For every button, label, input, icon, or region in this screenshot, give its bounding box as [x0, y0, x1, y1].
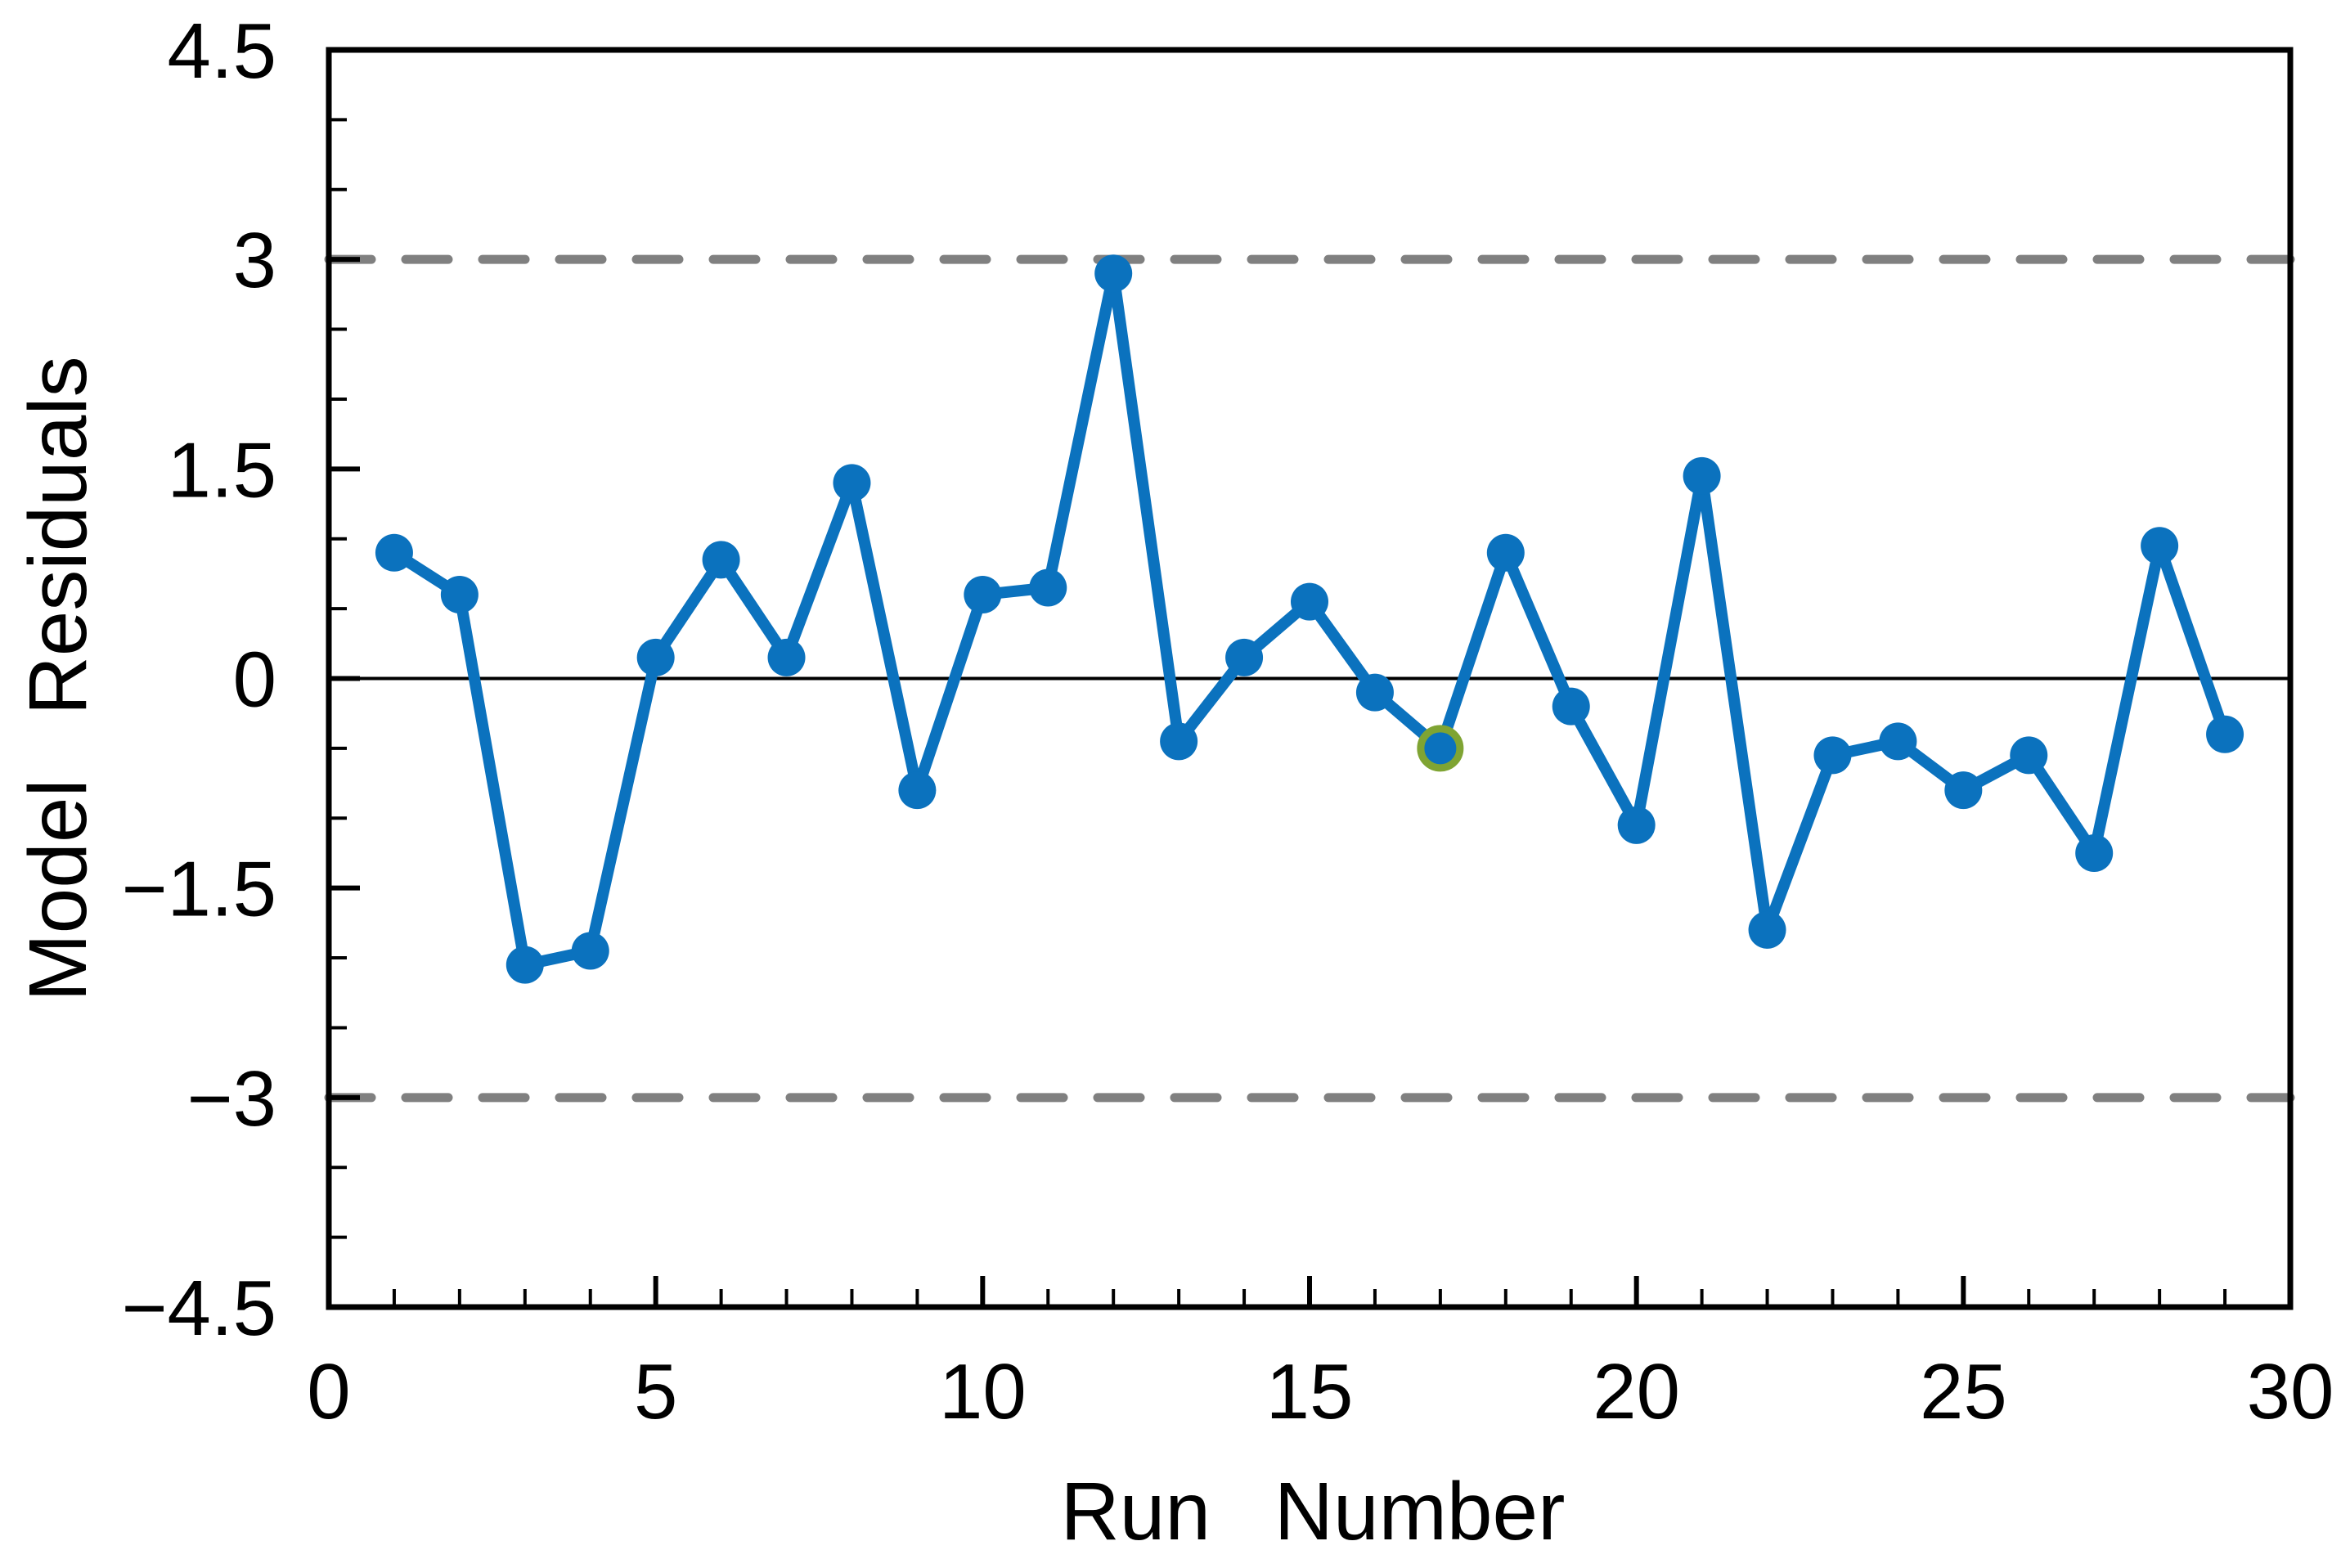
data-point — [1094, 254, 1133, 293]
y-tick-label: −4.5 — [121, 1265, 276, 1352]
data-point — [1813, 736, 1852, 775]
data-point — [1486, 533, 1525, 572]
data-point — [1879, 722, 1917, 761]
data-point — [1160, 722, 1198, 761]
data-point — [767, 638, 806, 676]
y-tick-label: 3 — [233, 217, 276, 304]
x-tick-label: 10 — [939, 1348, 1027, 1435]
data-point — [505, 946, 544, 984]
data-point — [1291, 582, 1328, 621]
x-tick-label: 25 — [1920, 1348, 2007, 1435]
data-point — [1355, 673, 1394, 712]
data-point — [636, 638, 675, 676]
data-point — [702, 541, 740, 579]
data-point — [2010, 736, 2048, 775]
data-point — [440, 576, 479, 614]
data-point — [1029, 568, 1067, 607]
data-point — [571, 932, 609, 970]
data-point — [1944, 771, 1983, 810]
data-point — [833, 464, 871, 502]
data-point — [2141, 527, 2179, 565]
data-point — [898, 771, 937, 810]
data-point — [2075, 833, 2114, 872]
control-limit-lines — [324, 254, 2295, 1103]
data-point — [1748, 910, 1786, 949]
y-axis-title: Model Residuals — [12, 356, 104, 1001]
data-point — [964, 576, 1002, 614]
y-tick-label: 1.5 — [168, 426, 276, 514]
axis-tick-labels: 0 5 10 15 20 25 30 −4.5 −3 −1.5 0 1.5 3 4.5 — [121, 7, 2334, 1435]
x-tick-label: 20 — [1593, 1348, 1680, 1435]
highlighted-data-point — [1417, 725, 1464, 772]
y-tick-label: −3 — [187, 1055, 276, 1143]
y-tick-label: 0 — [233, 636, 276, 724]
axis-ticks — [326, 47, 2293, 1310]
data-point — [2206, 715, 2244, 753]
x-tick-label: 30 — [2247, 1348, 2334, 1435]
x-axis-title: Run Number — [1061, 1466, 1566, 1557]
data-point — [1617, 806, 1656, 844]
x-tick-label: 5 — [634, 1348, 677, 1435]
data-point — [1683, 456, 1721, 495]
x-tick-label: 0 — [307, 1348, 350, 1435]
residuals-series — [375, 254, 2244, 984]
data-point — [1225, 638, 1264, 676]
y-tick-label: −1.5 — [121, 846, 276, 933]
data-point — [375, 533, 413, 572]
data-point — [1552, 687, 1590, 726]
y-tick-label: 4.5 — [168, 7, 276, 95]
x-tick-label: 15 — [1266, 1348, 1354, 1435]
